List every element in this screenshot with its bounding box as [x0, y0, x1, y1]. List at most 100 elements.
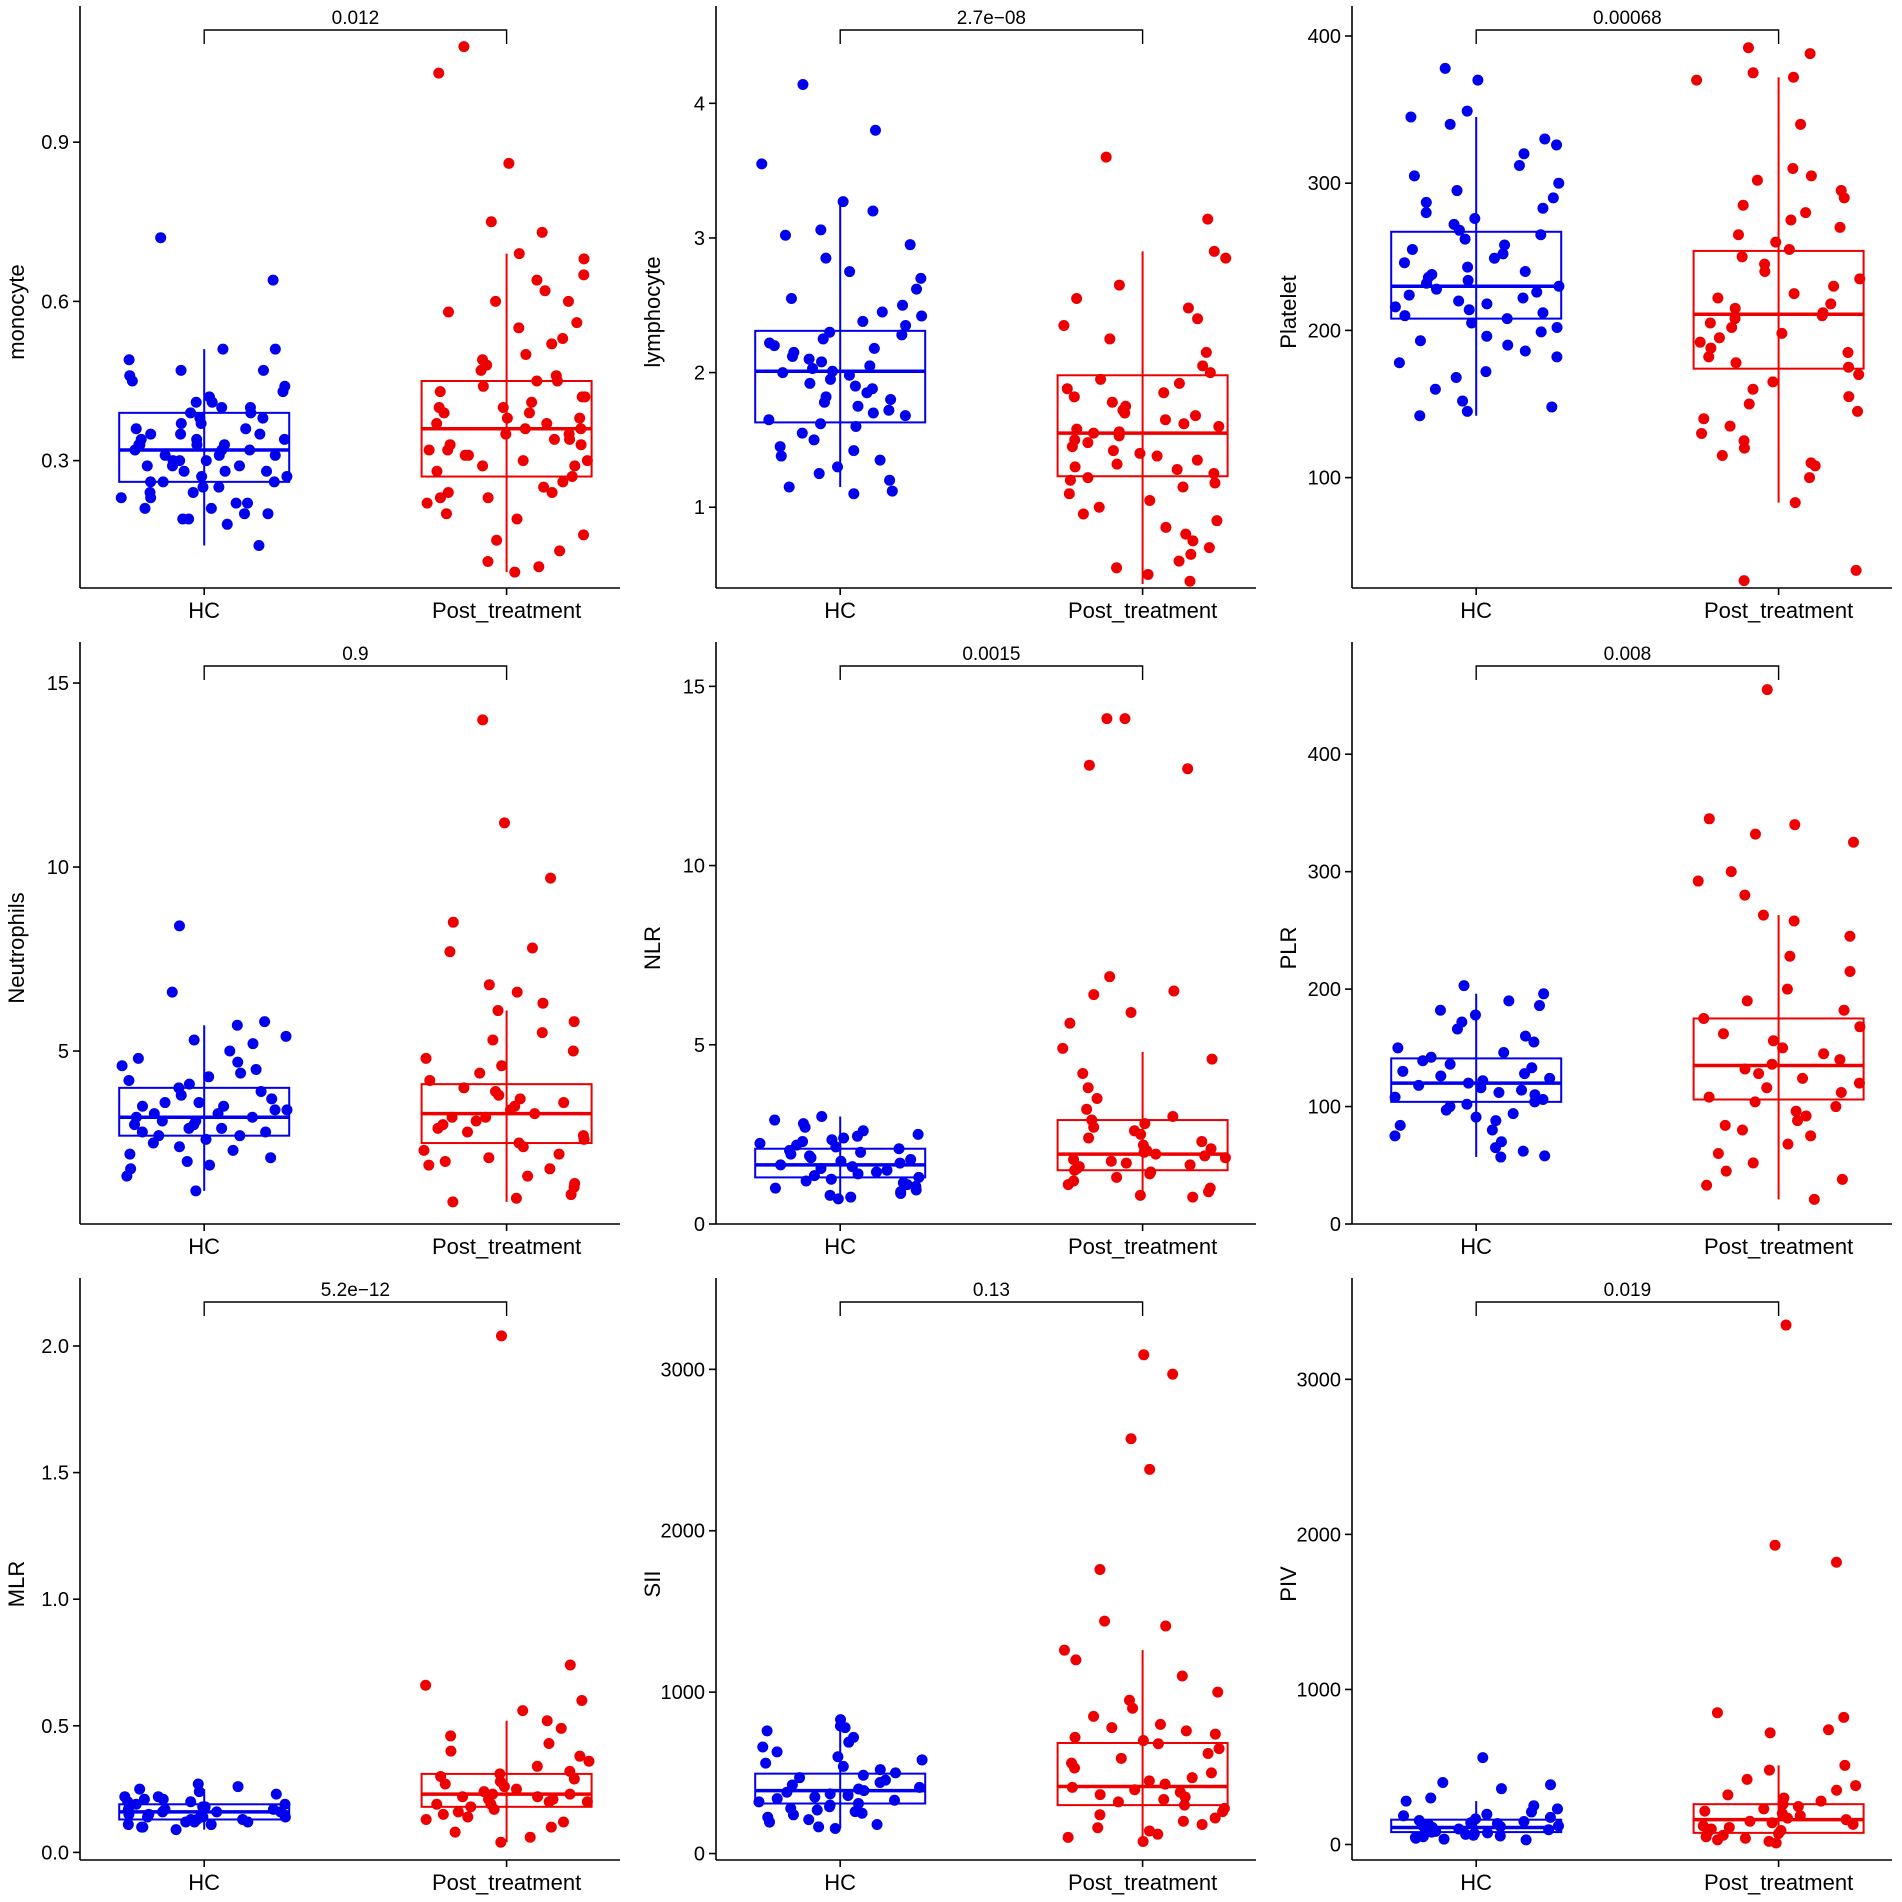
data-point — [539, 285, 551, 297]
data-point — [856, 1807, 868, 1819]
data-point — [1739, 889, 1751, 901]
data-point — [1498, 1047, 1510, 1059]
data-point — [1770, 236, 1782, 248]
data-point — [1495, 1821, 1507, 1833]
data-point — [513, 248, 525, 260]
data-point — [763, 414, 775, 426]
data-point — [1545, 1779, 1557, 1791]
box-group-hc — [753, 1714, 928, 1835]
data-point — [1081, 1103, 1093, 1115]
y-tick-label: 2000 — [661, 1521, 706, 1543]
data-point — [195, 417, 207, 429]
data-point — [477, 380, 489, 392]
data-point — [269, 449, 281, 461]
data-point — [1835, 1086, 1847, 1098]
box-group-hc — [754, 1110, 927, 1205]
data-point — [447, 916, 459, 928]
y-tick-label: 15 — [47, 673, 69, 695]
data-point — [1736, 251, 1748, 263]
data-point — [829, 1823, 841, 1835]
y-tick-label: 3000 — [1297, 1369, 1342, 1391]
p-value-label: 2.7e−08 — [957, 8, 1026, 29]
data-point — [1742, 42, 1754, 54]
data-point — [1789, 497, 1801, 509]
data-point — [1453, 295, 1465, 307]
data-point — [126, 375, 138, 387]
data-point — [568, 1773, 580, 1785]
data-point — [139, 502, 151, 514]
data-point — [864, 360, 876, 372]
y-tick-label: 1.5 — [41, 1463, 69, 1485]
data-point — [850, 420, 862, 432]
data-point — [575, 439, 587, 451]
data-point — [206, 396, 218, 408]
y-tick-label: 0 — [694, 1214, 705, 1236]
data-point — [1480, 366, 1492, 378]
data-point — [235, 1067, 247, 1079]
y-tick-label: 2000 — [1297, 1524, 1342, 1546]
data-point — [541, 1715, 553, 1727]
data-point — [444, 946, 456, 958]
box-group-post_treatment — [1691, 42, 1866, 587]
data-point — [1553, 280, 1565, 292]
data-point — [1063, 488, 1075, 500]
data-point — [1421, 277, 1433, 289]
data-point — [1069, 1762, 1081, 1774]
data-point — [1784, 950, 1796, 962]
data-point — [1431, 283, 1443, 295]
data-point — [1490, 1142, 1502, 1154]
data-point — [1804, 472, 1816, 484]
data-point — [1104, 971, 1116, 983]
data-point — [1546, 401, 1558, 413]
data-point — [433, 67, 445, 79]
p-value-label: 0.13 — [973, 1280, 1010, 1301]
x-tick-label: HC — [1460, 598, 1492, 623]
data-point — [1461, 405, 1473, 417]
data-point — [1533, 1000, 1545, 1012]
data-point — [1082, 1082, 1094, 1094]
data-point — [1741, 995, 1753, 1007]
data-point — [581, 1796, 593, 1808]
data-point — [1083, 759, 1095, 771]
data-point — [1759, 266, 1771, 278]
significance-bracket — [839, 29, 1144, 44]
data-point — [1843, 391, 1855, 403]
data-point — [1805, 1130, 1817, 1142]
data-point — [1551, 351, 1563, 363]
data-point — [1757, 909, 1769, 921]
data-point — [1070, 1654, 1082, 1666]
x-tick-label: HC — [188, 1870, 220, 1895]
data-point — [266, 1093, 278, 1105]
data-point — [245, 407, 257, 419]
data-point — [1158, 1793, 1170, 1805]
data-point — [569, 460, 581, 472]
x-tick-label: Post_treatment — [1068, 1234, 1217, 1259]
data-point — [583, 1755, 595, 1767]
data-point — [1486, 1124, 1498, 1136]
data-point — [1730, 357, 1742, 369]
data-point — [578, 529, 590, 541]
data-point — [1425, 1792, 1437, 1804]
data-point — [211, 1806, 223, 1818]
data-point — [212, 1108, 224, 1120]
data-point — [238, 508, 250, 520]
data-point — [851, 1130, 863, 1142]
data-point — [1466, 317, 1478, 329]
data-point — [157, 476, 169, 488]
data-point — [1092, 1822, 1104, 1834]
data-point — [470, 1115, 482, 1127]
data-point — [874, 1764, 886, 1776]
data-point — [1797, 1072, 1809, 1084]
data-point — [824, 373, 836, 385]
data-point — [281, 1104, 293, 1116]
data-point — [1853, 1077, 1865, 1089]
data-point — [1725, 866, 1737, 878]
data-point — [566, 471, 578, 483]
data-point — [576, 1694, 588, 1706]
data-point — [777, 367, 789, 379]
data-point — [1758, 1803, 1770, 1815]
data-point — [1696, 427, 1708, 439]
p-value-label: 0.00068 — [1593, 8, 1662, 29]
data-point — [123, 1074, 135, 1086]
data-point — [1529, 1096, 1541, 1108]
